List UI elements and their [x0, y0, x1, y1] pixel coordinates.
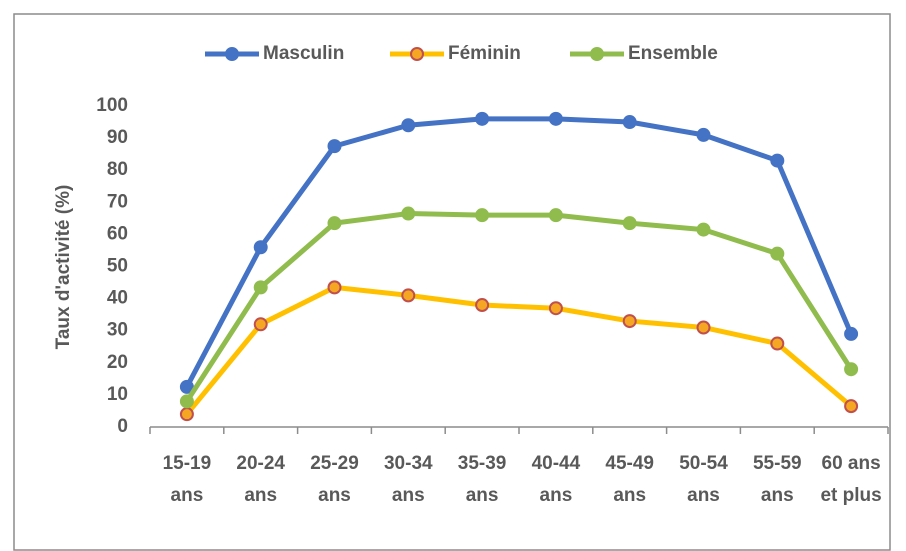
marker: [696, 127, 711, 142]
legend-label: Ensemble: [628, 43, 718, 64]
marker: [327, 216, 342, 231]
marker: [548, 208, 563, 223]
x-tick-label: 40-44 ans: [531, 453, 581, 506]
marker: [548, 111, 563, 126]
marker: [475, 298, 490, 313]
marker: [401, 118, 416, 133]
marker: [253, 280, 268, 295]
y-tick-label: 90: [107, 127, 128, 148]
x-tick-label: 30-34 ans: [383, 453, 433, 506]
marker: [844, 326, 859, 341]
marker: [622, 314, 637, 329]
y-tick-label: 30: [107, 320, 128, 341]
marker: [401, 288, 416, 303]
marker: [179, 394, 194, 409]
x-tick-label: 35-39 ans: [457, 453, 507, 506]
legend-marker: [590, 47, 604, 61]
marker: [622, 115, 637, 130]
marker: [475, 208, 490, 223]
series-line: [184, 116, 854, 389]
y-tick-label: 0: [117, 416, 128, 437]
y-tick-label: 10: [107, 384, 128, 405]
series-line: [184, 284, 853, 416]
chart-border: [13, 13, 891, 551]
y-axis-title: Taux d'activité (%): [53, 185, 74, 350]
x-tick-label: 45-49 ans: [605, 453, 654, 506]
legend-marker: [410, 47, 424, 61]
legend-label: Féminin: [448, 43, 521, 64]
marker: [253, 240, 268, 255]
marker: [548, 301, 563, 316]
y-tick-label: 60: [107, 223, 128, 244]
marker: [401, 206, 416, 221]
marker: [844, 362, 859, 377]
marker: [327, 280, 342, 295]
legend-label: Masculin: [263, 43, 344, 64]
marker: [696, 320, 711, 335]
y-tick-label: 50: [107, 256, 128, 277]
marker: [475, 111, 490, 126]
marker: [179, 407, 194, 422]
series-line: [184, 211, 854, 403]
marker: [253, 317, 268, 332]
marker: [179, 379, 194, 394]
marker: [770, 336, 785, 351]
y-tick-label: 40: [107, 288, 128, 309]
x-tick-label: 25-29 ans: [310, 453, 359, 506]
x-tick-label: 20-24 ans: [236, 453, 285, 506]
marker: [770, 246, 785, 261]
x-tick-label: 55-59 ans: [752, 453, 802, 506]
marker: [844, 399, 859, 414]
x-tick-label: 15-19 ans: [162, 453, 212, 506]
marker: [696, 222, 711, 237]
y-tick-label: 70: [107, 191, 128, 212]
y-tick-label: 100: [96, 95, 128, 116]
y-tick-label: 80: [107, 159, 128, 180]
marker: [770, 153, 785, 168]
legend-marker: [225, 47, 239, 61]
y-tick-label: 20: [107, 352, 128, 373]
marker: [622, 216, 637, 231]
x-tick-label: 60 ans et plus: [820, 453, 882, 506]
x-tick-label: 50-54 ans: [679, 453, 728, 506]
marker: [327, 139, 342, 154]
